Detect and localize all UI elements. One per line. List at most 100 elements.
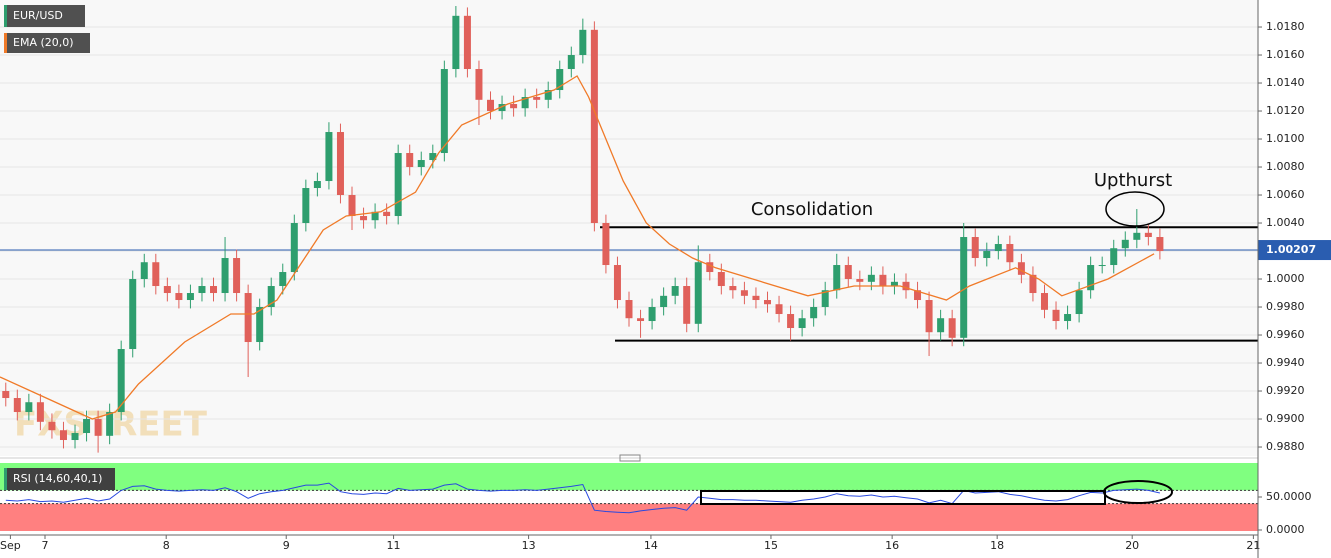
candle-body bbox=[937, 318, 945, 333]
candle-body bbox=[71, 433, 79, 441]
candle-body bbox=[1087, 265, 1095, 291]
y-tick-label: 1.0040 bbox=[1266, 216, 1305, 229]
legend-label: EUR/USD bbox=[13, 9, 63, 22]
candle-body bbox=[48, 421, 56, 431]
y-tick-label: 0.9980 bbox=[1266, 300, 1305, 313]
legend-box bbox=[4, 468, 115, 490]
x-tick-label: Sep bbox=[0, 539, 21, 552]
candle-body bbox=[844, 265, 852, 280]
candle-body bbox=[971, 237, 979, 259]
legend-swatch bbox=[4, 5, 7, 27]
x-tick-label: 18 bbox=[990, 539, 1004, 552]
candle-body bbox=[406, 153, 414, 168]
candle-body bbox=[1064, 314, 1072, 322]
candle-body bbox=[429, 153, 437, 161]
annotation: Consolidation bbox=[751, 199, 873, 220]
x-tick-label: 20 bbox=[1125, 539, 1139, 552]
candle-body bbox=[925, 300, 933, 333]
candle-body bbox=[602, 223, 610, 266]
candle-body bbox=[221, 258, 229, 294]
candle-body bbox=[556, 69, 564, 91]
candle-body bbox=[879, 274, 887, 287]
y-tick-label: 50.0000 bbox=[1266, 490, 1312, 503]
candle-body bbox=[694, 262, 702, 324]
pane-handle bbox=[619, 454, 641, 462]
candle-body bbox=[821, 290, 829, 308]
x-tick-label: 21 bbox=[1246, 539, 1260, 552]
y-tick-label: 1.0060 bbox=[1266, 188, 1305, 201]
candle-body bbox=[625, 300, 633, 319]
candle-body bbox=[660, 295, 668, 308]
legend-swatch bbox=[4, 33, 7, 53]
candle-body bbox=[533, 97, 541, 100]
candle-body bbox=[498, 104, 506, 112]
candle-body bbox=[417, 160, 425, 168]
candle-body bbox=[1052, 309, 1060, 322]
candle-body bbox=[1017, 262, 1025, 275]
candle-body bbox=[960, 237, 968, 338]
ema-line bbox=[0, 75, 1155, 420]
candle-body bbox=[833, 265, 841, 291]
y-tick-label: 0.9940 bbox=[1266, 356, 1305, 369]
candle-body bbox=[129, 279, 137, 350]
candle-body bbox=[463, 15, 471, 70]
candle-body bbox=[1075, 290, 1083, 315]
legend-label: EMA (20,0) bbox=[13, 36, 74, 49]
y-tick-label: 1.0120 bbox=[1266, 104, 1305, 117]
candle-body bbox=[313, 181, 321, 189]
candle-body bbox=[729, 286, 737, 291]
candle-body bbox=[740, 290, 748, 296]
candle-body bbox=[613, 265, 621, 301]
legend-label: RSI (14,60,40,1) bbox=[13, 472, 102, 485]
candle-body bbox=[152, 262, 160, 287]
candle-body bbox=[567, 55, 575, 70]
candle-body bbox=[752, 295, 760, 301]
candle-body bbox=[325, 132, 333, 182]
y-tick-label: 0.9900 bbox=[1266, 412, 1305, 425]
candle-body bbox=[94, 419, 102, 436]
candle-body bbox=[267, 286, 275, 308]
candle-body bbox=[13, 398, 21, 413]
candle-body bbox=[117, 349, 125, 413]
rsi-bands bbox=[0, 463, 1258, 531]
candle-body bbox=[579, 29, 587, 56]
candle-body bbox=[1121, 239, 1129, 249]
candle-body bbox=[198, 286, 206, 294]
candle-body bbox=[521, 97, 529, 109]
candle-body bbox=[383, 211, 391, 217]
candle-body bbox=[948, 318, 956, 338]
candle-body bbox=[186, 293, 194, 301]
y-tick-label: 1.0100 bbox=[1266, 132, 1305, 145]
candle-body bbox=[510, 104, 518, 109]
candle-body bbox=[1156, 237, 1164, 252]
candle-body bbox=[348, 195, 356, 217]
y-tick-label: 0.9960 bbox=[1266, 328, 1305, 341]
candle-body bbox=[394, 153, 402, 217]
candle-body bbox=[983, 251, 991, 259]
annotation-ellipse bbox=[1105, 191, 1165, 227]
candle-body bbox=[279, 272, 287, 287]
candle-body bbox=[36, 402, 44, 422]
x-tick-label: 14 bbox=[644, 539, 658, 552]
candle-body bbox=[302, 188, 310, 224]
candle-body bbox=[2, 391, 10, 399]
candle-body bbox=[914, 290, 922, 301]
candle-body bbox=[1144, 232, 1152, 238]
candle-body bbox=[994, 244, 1002, 252]
candle-body bbox=[256, 307, 264, 343]
candle-body bbox=[163, 286, 171, 294]
candle-body bbox=[210, 286, 218, 294]
annotation-ellipse bbox=[1103, 480, 1173, 504]
legend-box bbox=[4, 33, 90, 53]
candle-body bbox=[706, 262, 714, 273]
candle-body bbox=[902, 281, 910, 291]
candle-body bbox=[637, 318, 645, 322]
candle-body bbox=[683, 286, 691, 324]
candle-body bbox=[475, 69, 483, 100]
candle-body bbox=[671, 286, 679, 296]
candle-body bbox=[810, 307, 818, 319]
candle-body bbox=[1029, 274, 1037, 294]
candle-body bbox=[290, 223, 298, 273]
